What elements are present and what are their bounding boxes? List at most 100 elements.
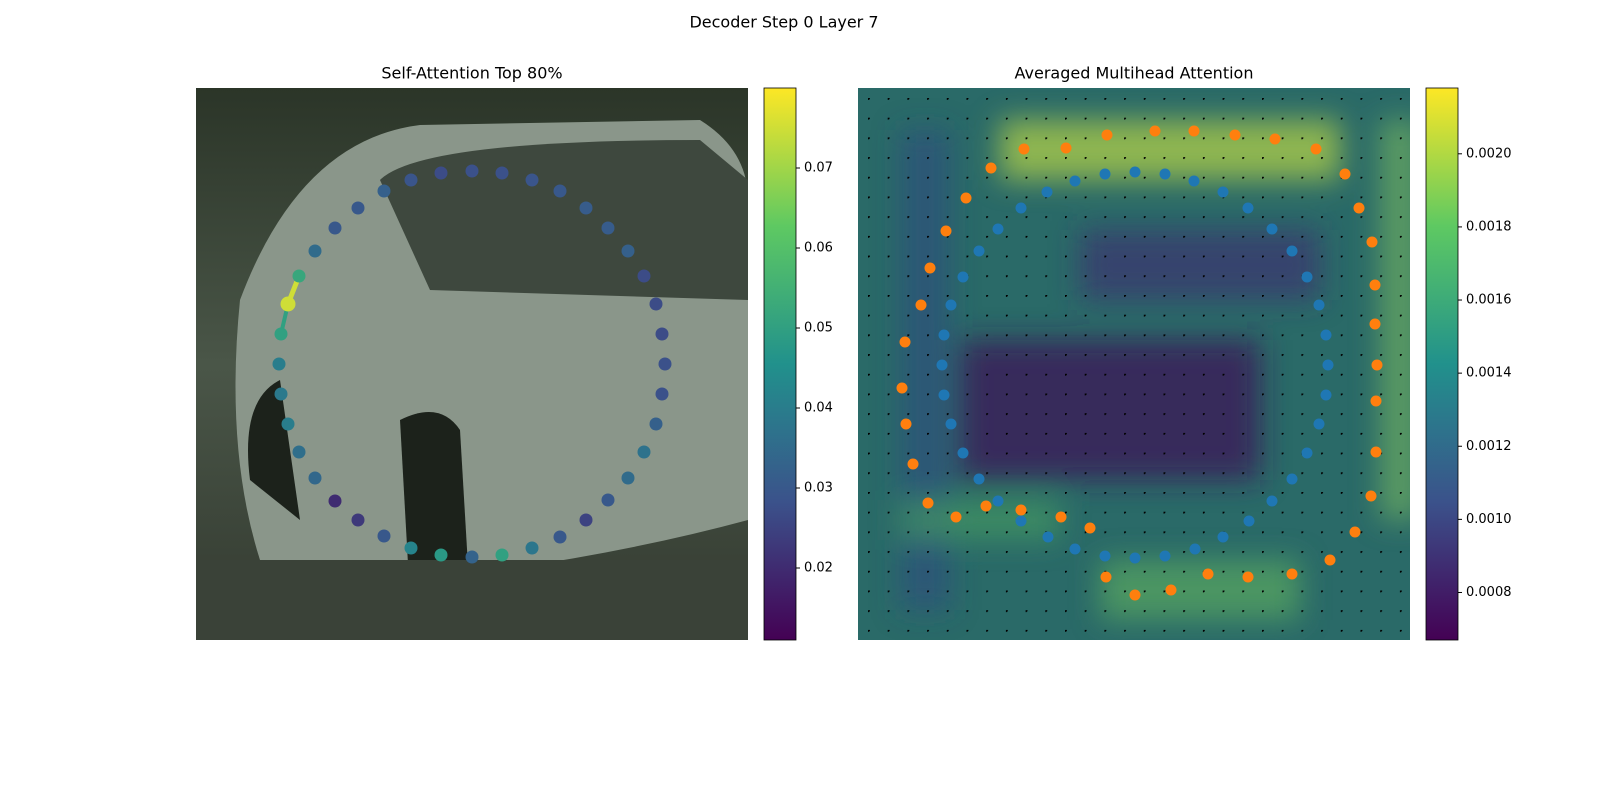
point	[553, 184, 567, 198]
point	[465, 164, 479, 178]
point	[1242, 571, 1254, 583]
point	[637, 445, 651, 459]
point	[274, 387, 288, 401]
point	[1159, 168, 1171, 180]
colorbar-tick-label: 0.0012	[1466, 439, 1512, 454]
point	[1099, 550, 1111, 562]
point	[945, 418, 957, 430]
point	[1266, 495, 1278, 507]
point	[922, 497, 934, 509]
point	[1366, 236, 1378, 248]
point	[907, 458, 919, 470]
point	[938, 329, 950, 341]
point	[1188, 175, 1200, 187]
point	[1055, 511, 1067, 523]
point	[655, 387, 669, 401]
colorbar-tick-label: 0.05	[804, 321, 833, 336]
point	[649, 297, 663, 311]
point	[465, 550, 479, 564]
point	[1349, 526, 1361, 538]
point	[1301, 271, 1313, 283]
point	[308, 471, 322, 485]
point	[957, 271, 969, 283]
point	[1229, 129, 1241, 141]
point	[1369, 279, 1381, 291]
colorbar	[763, 87, 797, 641]
point	[601, 493, 615, 507]
point	[1084, 522, 1096, 534]
point	[1339, 168, 1351, 180]
point	[1015, 515, 1027, 527]
point	[434, 548, 448, 562]
point	[1018, 143, 1030, 155]
point	[1069, 175, 1081, 187]
point	[328, 494, 342, 508]
colorbar-tick-label: 0.04	[804, 401, 833, 416]
point	[1269, 133, 1281, 145]
point	[960, 192, 972, 204]
point	[936, 359, 948, 371]
point	[1370, 395, 1382, 407]
point	[1159, 550, 1171, 562]
point	[1069, 543, 1081, 555]
point	[1042, 531, 1054, 543]
point	[1041, 186, 1053, 198]
point	[281, 417, 295, 431]
point	[1202, 568, 1214, 580]
point	[1099, 168, 1111, 180]
point	[1129, 552, 1141, 564]
point	[495, 548, 509, 562]
point	[945, 299, 957, 311]
colorbar-tick-label: 0.0014	[1466, 366, 1512, 381]
point	[1320, 329, 1332, 341]
point	[377, 184, 391, 198]
point	[404, 173, 418, 187]
point	[1217, 531, 1229, 543]
point	[621, 471, 635, 485]
point	[915, 299, 927, 311]
point	[1313, 418, 1325, 430]
point	[404, 541, 418, 555]
point	[1286, 568, 1298, 580]
point	[621, 244, 635, 258]
point	[896, 382, 908, 394]
point	[658, 357, 672, 371]
point	[1301, 447, 1313, 459]
point	[1243, 515, 1255, 527]
point	[1324, 554, 1336, 566]
point	[1365, 490, 1377, 502]
point	[973, 473, 985, 485]
chart-title: Averaged Multihead Attention	[1015, 64, 1254, 83]
colorbar-tick-label: 0.0010	[1466, 512, 1512, 527]
point	[980, 500, 992, 512]
point	[973, 245, 985, 257]
point	[649, 417, 663, 431]
point	[525, 541, 539, 555]
colorbar-tick-label: 0.07	[804, 161, 833, 176]
point	[1322, 359, 1334, 371]
point	[992, 223, 1004, 235]
figure-title: Decoder Step 0 Layer 7	[689, 13, 878, 32]
point	[328, 221, 342, 235]
colorbar	[1425, 87, 1459, 641]
point	[900, 418, 912, 430]
point	[377, 529, 391, 543]
point	[1286, 473, 1298, 485]
colorbar-tick-label: 0.06	[804, 241, 833, 256]
point	[938, 389, 950, 401]
point	[1189, 543, 1201, 555]
point	[924, 262, 936, 274]
colorbar-tick-label: 0.02	[804, 561, 833, 576]
point	[1188, 125, 1200, 137]
point	[940, 225, 952, 237]
colorbar-tick-label: 0.0008	[1466, 585, 1512, 600]
point	[1266, 223, 1278, 235]
point	[1101, 129, 1113, 141]
point	[1370, 446, 1382, 458]
point	[1242, 202, 1254, 214]
point	[1015, 504, 1027, 516]
point	[1149, 125, 1161, 137]
point	[308, 244, 322, 258]
point	[272, 357, 286, 371]
